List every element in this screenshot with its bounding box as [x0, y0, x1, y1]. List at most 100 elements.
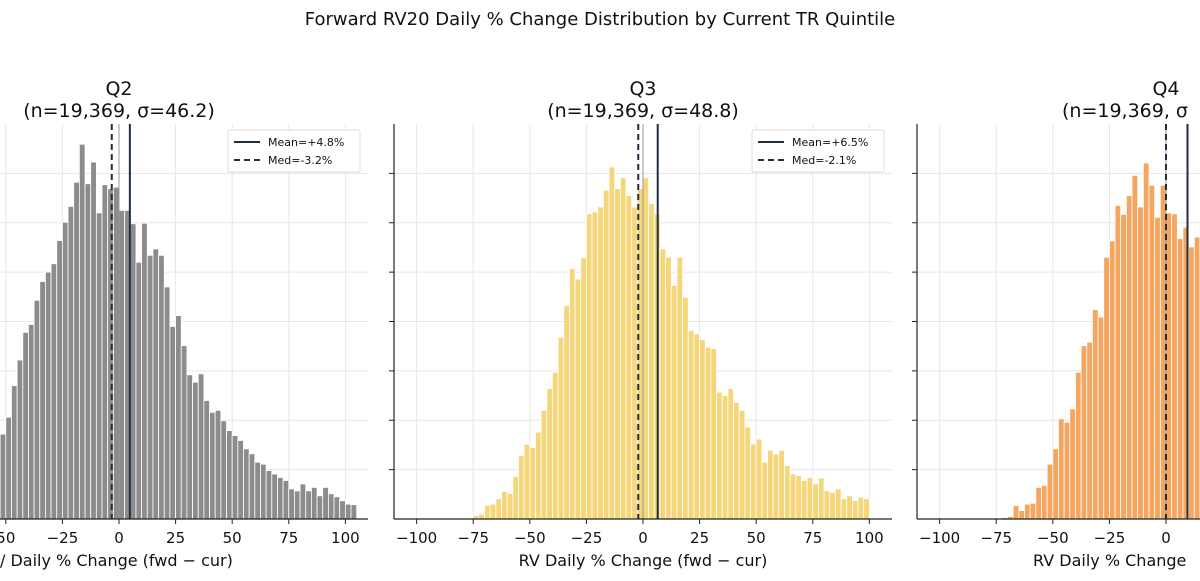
histogram-bar: [704, 346, 712, 520]
legend-median-label: Med=-3.2%: [268, 154, 332, 167]
histogram-bar: [563, 305, 570, 520]
legend-mean-label: Mean=+4.8%: [268, 136, 344, 149]
x-tick-label: −100: [396, 529, 437, 547]
x-tick-label: −75: [457, 529, 489, 547]
histogram-bar: [62, 221, 69, 520]
histogram-bar: [1120, 213, 1127, 520]
histogram-bar: [1052, 448, 1059, 520]
histogram-bar: [277, 477, 284, 520]
legend-median-label: Med=-2.1%: [792, 154, 856, 167]
histogram-bar: [327, 493, 335, 520]
x-axis-label: RV Daily % Change: [1033, 551, 1186, 570]
histogram-bar: [101, 184, 109, 520]
histogram-bar: [226, 430, 233, 520]
histogram-bar: [738, 409, 746, 520]
x-tick-label: 75: [803, 529, 822, 547]
histogram-bar: [322, 486, 329, 520]
histogram-bar: [316, 495, 324, 520]
histogram-bar: [608, 166, 616, 520]
histogram-bar: [344, 503, 352, 520]
histogram-bar: [670, 285, 678, 520]
histogram-bar: [574, 278, 582, 520]
legend-mean-label: Mean=+6.5%: [792, 136, 868, 149]
histogram-bar: [186, 374, 193, 520]
histogram-bar: [1029, 502, 1037, 520]
histogram-bar: [1046, 463, 1054, 520]
histogram-bar: [1193, 236, 1200, 520]
histogram-bar: [254, 461, 261, 520]
subplot-q4: −100 −75 −50 −25 0 RV Daily % Change Q4(n=19,3…: [912, 78, 1200, 570]
x-tick-label: 50: [0, 529, 15, 547]
histogram-bar: [755, 438, 763, 520]
histogram-bar: [135, 261, 143, 520]
histogram-bar: [659, 248, 667, 520]
histogram-bar: [203, 400, 210, 520]
histogram-bar: [546, 388, 553, 520]
histogram-bar: [1137, 206, 1144, 520]
histogram-bar: [5, 416, 12, 520]
histogram-bar: [180, 345, 188, 520]
histogram-bar: [557, 336, 565, 520]
x-tick-label: −25: [571, 529, 603, 547]
histogram-bar: [311, 486, 318, 520]
histogram-bar: [540, 409, 548, 520]
histogram-bar: [506, 492, 514, 520]
histogram-bar: [750, 443, 757, 520]
histogram-bar: [95, 212, 103, 520]
histogram-bar: [687, 329, 695, 520]
histogram-bar: [484, 504, 491, 520]
histogram-bar: [1086, 341, 1093, 520]
histogram-bar: [1035, 486, 1042, 520]
subplot-title: Q2: [105, 78, 132, 100]
histogram-bar: [812, 483, 819, 520]
x-tick-label: 50: [747, 529, 766, 547]
histogram-bar: [846, 495, 853, 520]
histogram-bar: [676, 256, 684, 520]
histogram-bar: [801, 480, 808, 520]
histogram-bar: [1080, 345, 1088, 520]
histogram-bar: [586, 213, 593, 520]
histogram-bar: [478, 513, 485, 520]
histogram-bar: [501, 490, 508, 520]
histogram-bar: [28, 324, 35, 520]
histogram-bar: [33, 299, 41, 520]
histogram-bar: [733, 402, 740, 520]
histogram-bar: [1024, 503, 1031, 520]
legend-box: [751, 129, 885, 173]
x-tick-label: 75: [279, 529, 298, 547]
x-tick-label: 25: [690, 529, 709, 547]
histogram-bar: [237, 440, 244, 520]
histogram-bar: [535, 431, 542, 520]
histogram-bar: [772, 453, 780, 520]
x-tick-label: −50: [1037, 529, 1069, 547]
histogram-bar: [851, 500, 859, 520]
histogram-bar: [806, 477, 814, 520]
histogram-bar: [1176, 238, 1184, 520]
histogram-bar: [1114, 205, 1122, 520]
histogram-bar: [614, 188, 621, 520]
histogram-bar: [146, 254, 154, 520]
histogram-bar: [569, 268, 576, 520]
histogram-bar: [163, 286, 171, 520]
subplot-q3: −100 −75 −50 −25 0 25 50 75 100 RV Daily % Change…: [389, 78, 892, 570]
histogram-bar: [721, 395, 729, 520]
histogram-bar: [580, 257, 587, 520]
histogram-bar: [39, 281, 46, 520]
histogram-bar: [693, 333, 700, 520]
histogram-bar: [778, 449, 785, 520]
histogram-bar: [282, 480, 290, 520]
x-tick-label: −25: [47, 529, 79, 547]
histogram-bar: [1171, 213, 1178, 520]
x-tick-label: 50: [223, 529, 242, 547]
histogram-bar: [248, 453, 256, 520]
histogram-bar: [619, 177, 627, 520]
histogram-bar: [795, 475, 802, 520]
histogram-bar: [56, 240, 63, 520]
x-axis-label: / Daily % Change (fwd − cur): [0, 551, 233, 570]
x-tick-label: −75: [980, 529, 1012, 547]
histogram-bar: [158, 254, 165, 520]
histogram-bar: [0, 433, 7, 520]
histogram-bar: [835, 488, 842, 520]
histogram-bar: [1012, 505, 1020, 520]
x-tick-label: 100: [855, 529, 884, 547]
